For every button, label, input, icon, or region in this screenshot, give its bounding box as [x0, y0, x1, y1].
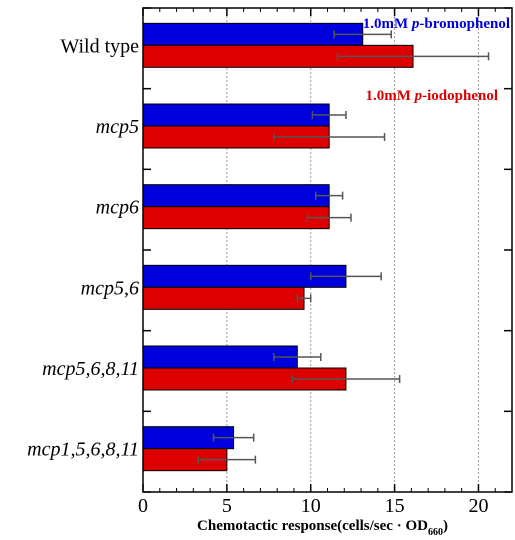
category-label: mcp1,5,6,8,11 — [27, 439, 139, 461]
legend: 1.0mM p-bromophenol 1.0mM p-iodophenol — [363, 16, 510, 104]
bar — [142, 206, 330, 230]
x-axis-label: Chemotactic response(cells/sec · OD660) — [197, 518, 448, 538]
legend-item-iodophenol: 1.0mM p-iodophenol — [365, 88, 498, 104]
bar — [142, 184, 330, 208]
plot-frame — [142, 7, 513, 493]
category-labels: Wild type mcp5 mcp6 mcp5,6 mcp5,6,8,11 mcp1,5… — [27, 35, 139, 460]
legend-item-bromophenol: 1.0mM p-bromophenol — [363, 16, 510, 32]
bar — [142, 286, 305, 310]
x-tick-label: 15 — [385, 495, 405, 517]
plot-border — [142, 7, 513, 493]
x-tick-label: 10 — [301, 495, 321, 517]
x-tick-label: 20 — [468, 495, 488, 517]
category-label: mcp6 — [96, 197, 139, 219]
grid-lines — [226, 8, 479, 492]
x-tick-label: 0 — [138, 495, 148, 517]
bar — [142, 22, 364, 46]
category-label: mcp5 — [96, 116, 139, 138]
x-tick-label: 5 — [222, 495, 232, 517]
category-label: Wild type — [60, 35, 139, 57]
bars-group — [142, 22, 490, 472]
bar — [142, 103, 330, 127]
x-tick-labels: 0 5 10 15 20 — [138, 495, 488, 517]
category-label: mcp5,6 — [81, 277, 139, 299]
axis-ticks — [142, 7, 512, 493]
category-label: mcp5,6,8,11 — [42, 358, 139, 380]
